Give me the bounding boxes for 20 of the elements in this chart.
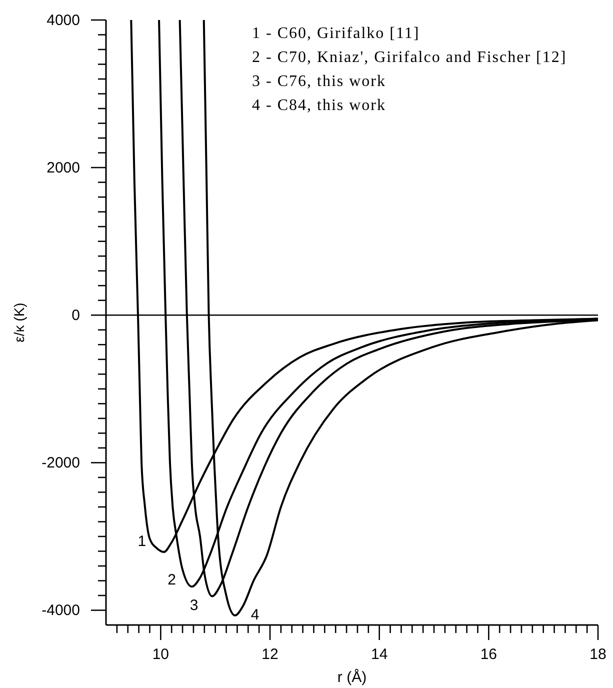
series-label: 1 [138, 532, 146, 550]
x-tick-label: 18 [590, 646, 606, 663]
annotation: 1 - C60, Girifalko [11] [252, 25, 420, 42]
y-axis-title: ε/κ (K) [11, 302, 27, 342]
y-tick-label: -4000 [42, 602, 80, 620]
y-tick-label: 2000 [46, 160, 80, 177]
annotation: 4 - C84, this work [252, 97, 386, 114]
annotation: 3 - C76, this work [252, 73, 386, 90]
x-tick-label: 12 [262, 646, 278, 663]
y-tick-label: -2000 [42, 454, 80, 472]
x-tick-label: 16 [480, 646, 498, 663]
x-tick-label: 14 [370, 646, 388, 663]
series-label: 2 [168, 572, 176, 589]
series-label: 3 [190, 597, 198, 614]
y-tick-label: 4000 [46, 12, 80, 29]
x-axis-title: r (Å) [337, 668, 367, 686]
series-label: 4 [250, 606, 260, 624]
annotation: 2 - C70, Kniaz', Girifalco and Fischer [12] [252, 49, 567, 66]
y-tick-label: 0 [72, 307, 80, 324]
x-tick-label: 10 [152, 646, 170, 663]
